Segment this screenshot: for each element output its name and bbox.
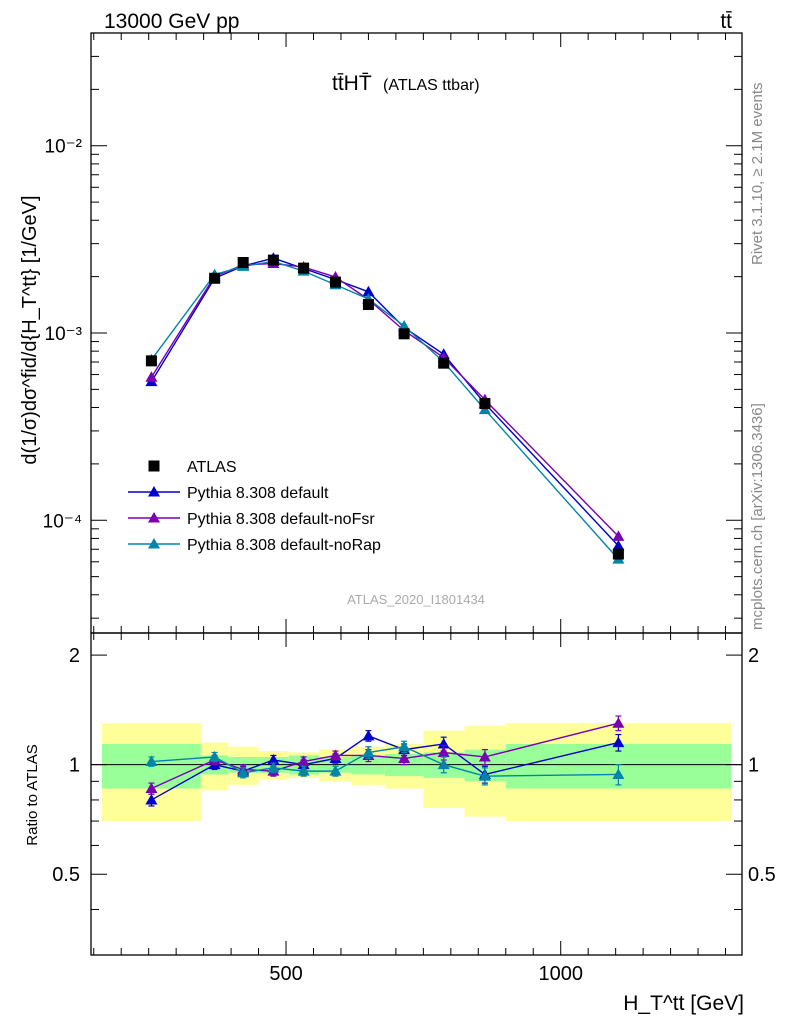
x-tick-label: 500 (269, 963, 302, 985)
main-title-sub: (ATLAS ttbar) (383, 77, 480, 94)
main-axes: 10⁻⁴ 10⁻³ 10⁻² (43, 32, 743, 634)
main-y-axis-label: d(1/σ)dσ^fid/d{H_T^tt} [1/GeV] (19, 195, 41, 464)
data-point (145, 355, 157, 367)
legend-marker (148, 460, 160, 472)
data-point (438, 357, 450, 369)
main-y-tick-label: 10⁻⁴ (43, 511, 82, 532)
ratio-y-tick-label-right: 0.5 (748, 864, 776, 886)
mcplots-label: mcplots.cern.ch [arXiv:1306.3436] (749, 403, 766, 630)
ratio-y-tick-label: 0.5 (52, 864, 80, 886)
ratio-bands (101, 723, 732, 822)
ratio-plot: 500 1000 0.5 0.5 1 1 2 2 (52, 632, 776, 985)
legend-label: Pythia 8.308 default-noFsr (187, 511, 375, 528)
ratio-series-point (329, 749, 342, 760)
ratio-series-point (362, 746, 375, 758)
legend-label: Pythia 8.308 default (187, 485, 329, 502)
ratio-series-point (612, 717, 625, 728)
ratio-series-point (237, 766, 250, 778)
header-right: tt̄ (720, 10, 732, 33)
series-point (612, 530, 625, 541)
legend-label: ATLAS (187, 459, 237, 476)
ratio-axes: 500 1000 0.5 0.5 1 1 2 2 (52, 632, 776, 985)
ratio-series-point (329, 765, 342, 776)
rivet-label: Rivet 3.1.10, ≥ 2.1M events (749, 83, 766, 266)
legend-marker (148, 512, 160, 523)
series-point (362, 285, 375, 297)
ratio-y-tick-label-right: 1 (748, 755, 759, 777)
ratio-series-point (145, 782, 158, 794)
data-point (362, 298, 374, 310)
ratio-series-point (398, 740, 411, 752)
series-line (150, 257, 619, 547)
ratio-series-point (208, 750, 221, 762)
main-y-tick-label: 10⁻² (45, 137, 83, 158)
ratio-frame (90, 632, 743, 956)
ratio-series (145, 715, 625, 807)
data-point (298, 262, 310, 274)
data-point (237, 256, 249, 268)
ratio-y-tick-label: 1 (69, 755, 80, 777)
ratio-series-point (267, 761, 280, 773)
series-point (612, 539, 625, 551)
data-point (479, 398, 491, 410)
ratio-series-point (478, 750, 491, 762)
ratio-series-point (398, 752, 411, 763)
ratio-series-point (612, 736, 625, 748)
legend-marker (148, 538, 160, 549)
series-point (398, 319, 411, 331)
legend-label: Pythia 8.308 default-noRap (187, 537, 381, 554)
data-point (209, 272, 221, 284)
series-point (145, 371, 158, 382)
main-series (145, 252, 625, 564)
data-point (612, 548, 624, 560)
ratio-series-point (437, 746, 450, 758)
data-point (398, 328, 410, 340)
main-title: tt̄HT̄ (332, 72, 372, 95)
header-left: 13000 GeV pp (104, 10, 239, 33)
main-watermark: ATLAS_2020_I1801434 (347, 592, 485, 607)
x-axis-label: H_T^tt [GeV] (623, 992, 744, 1015)
ratio-series-point (437, 758, 450, 770)
ratio-y-axis-label: Ratio to ATLAS (24, 744, 41, 845)
ratio-series-point (297, 755, 310, 767)
data-point (267, 254, 279, 266)
ratio-series-point (362, 729, 375, 741)
main-plot: 10⁻⁴ 10⁻³ 10⁻² (43, 32, 743, 634)
main-y-tick-label: 10⁻³ (45, 324, 83, 345)
ratio-series-point (145, 755, 158, 767)
ratio-series-point (478, 770, 491, 781)
legend: ATLAS Pythia 8.308 default Pythia 8.308 de… (128, 459, 381, 554)
x-tick-label: 1000 (538, 963, 583, 985)
ratio-y-tick-label: 2 (69, 645, 80, 667)
ratio-series-point (612, 768, 625, 779)
ratio-series-point (145, 793, 158, 805)
ratio-y-tick-label-right: 2 (748, 645, 759, 667)
legend-marker (148, 486, 160, 497)
ratio-series-point (267, 753, 280, 765)
data-point (329, 276, 341, 288)
ratio-series-point (297, 765, 310, 776)
